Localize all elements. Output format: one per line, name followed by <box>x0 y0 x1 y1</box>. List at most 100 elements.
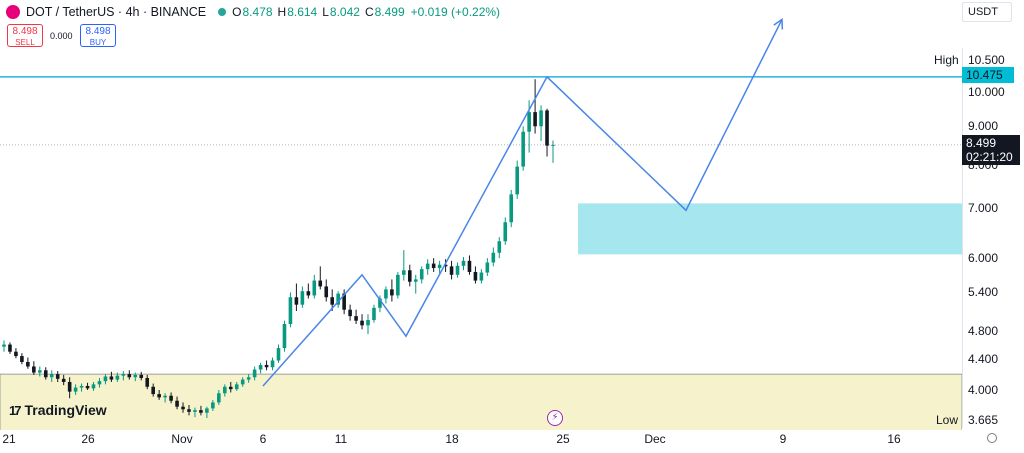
candle-body <box>103 376 108 382</box>
candle <box>133 372 138 382</box>
candle <box>103 374 108 385</box>
candle-body <box>354 316 358 321</box>
candle-body <box>419 269 424 280</box>
candle-body <box>366 320 370 326</box>
candle-body <box>282 323 287 349</box>
candle <box>187 404 191 416</box>
candle <box>270 357 275 371</box>
candle <box>38 366 42 377</box>
candle-body <box>199 410 203 413</box>
high-line-price-tag: 10.475 <box>962 67 1014 83</box>
candle-body <box>2 344 6 347</box>
price-chart[interactable] <box>0 0 962 430</box>
candle-body <box>264 364 269 368</box>
candle <box>217 390 221 405</box>
x-tick-label: Dec <box>644 432 666 446</box>
candle-body <box>252 369 257 378</box>
sell-button[interactable]: 8.498 SELL <box>7 24 43 47</box>
buy-price: 8.498 <box>85 26 111 37</box>
market-status-dot-icon <box>218 8 227 16</box>
candle-body <box>163 395 167 398</box>
candle-body <box>139 374 144 379</box>
candle-body <box>55 374 60 379</box>
candle <box>205 406 209 419</box>
candle-body <box>115 375 120 380</box>
candle-body <box>485 262 490 273</box>
y-tick-label: 4.000 <box>968 383 999 397</box>
low-value: 8.042 <box>329 5 360 19</box>
candle-body <box>431 263 436 269</box>
candle <box>234 381 239 391</box>
candle-body <box>515 166 519 195</box>
candle <box>252 366 257 381</box>
candle <box>139 371 144 381</box>
candle-body <box>473 271 478 281</box>
candle <box>318 266 323 290</box>
candle-body <box>205 408 209 413</box>
candle <box>61 374 66 386</box>
candle-body <box>79 385 84 388</box>
buy-button[interactable]: 8.498 BUY <box>80 24 116 47</box>
candle <box>306 283 311 299</box>
candle <box>372 304 376 323</box>
lightning-bolt-icon[interactable]: ⚡ <box>547 410 563 426</box>
candle-body <box>187 409 191 412</box>
candle-body <box>222 386 227 394</box>
candle <box>521 126 525 171</box>
candle-body <box>455 265 460 275</box>
candle-body <box>270 360 275 368</box>
candle <box>26 357 30 369</box>
candle-body <box>449 266 454 275</box>
candle-body <box>551 144 555 146</box>
candle <box>551 140 555 163</box>
candle <box>419 266 424 284</box>
candle-body <box>390 289 394 296</box>
candle <box>479 269 484 284</box>
candle-body <box>240 379 245 385</box>
candle <box>455 262 460 278</box>
projection-arrowhead <box>773 18 784 30</box>
candle <box>169 392 173 404</box>
candle-body <box>32 366 36 373</box>
current-price-value: 8.499 <box>966 136 997 150</box>
y-tick-label: 7.000 <box>968 200 999 215</box>
candle-body <box>402 270 406 275</box>
price-axis-divider <box>962 48 963 428</box>
candle-body <box>193 410 197 412</box>
candle <box>246 374 251 383</box>
settings-gear-icon[interactable] <box>987 433 997 443</box>
low-marker-label: Low <box>936 413 959 427</box>
low-value-label: 3.665 <box>968 413 999 427</box>
candle-body <box>181 406 185 410</box>
candle <box>533 79 537 134</box>
candle-body <box>306 291 311 296</box>
symbol-title[interactable]: DOT / TetherUS · 4h · BINANCE <box>26 5 207 19</box>
candle-body <box>425 263 430 270</box>
candle-body <box>461 260 466 266</box>
candle <box>312 274 317 299</box>
candle-body <box>234 384 239 390</box>
candle <box>294 283 299 311</box>
candle-body <box>276 348 281 361</box>
x-tick-label: 11 <box>334 432 348 446</box>
candle-body <box>384 289 388 299</box>
candle <box>515 160 519 199</box>
close-label: C <box>364 5 374 19</box>
x-tick-label: 6 <box>259 432 267 446</box>
candle-body <box>294 297 299 305</box>
candle-body <box>396 274 400 296</box>
tradingview-logo: 17 TradingView <box>9 402 107 418</box>
open-value: 8.478 <box>242 5 273 19</box>
candle <box>461 257 466 271</box>
sell-price: 8.498 <box>12 26 38 37</box>
candle-body <box>49 374 54 378</box>
currency-unit-button[interactable]: USDT <box>962 2 1012 22</box>
candle-body <box>127 374 132 378</box>
candle-body <box>479 272 484 281</box>
candle-countdown: 02:21:20 <box>966 150 1013 164</box>
change-value: +0.019 (+0.22%) <box>410 5 501 19</box>
candle <box>431 258 436 272</box>
candle <box>348 304 352 321</box>
chart-header: DOT / TetherUS · 4h · BINANCE O8.478 H8.… <box>0 0 960 24</box>
candle-body <box>378 298 382 308</box>
